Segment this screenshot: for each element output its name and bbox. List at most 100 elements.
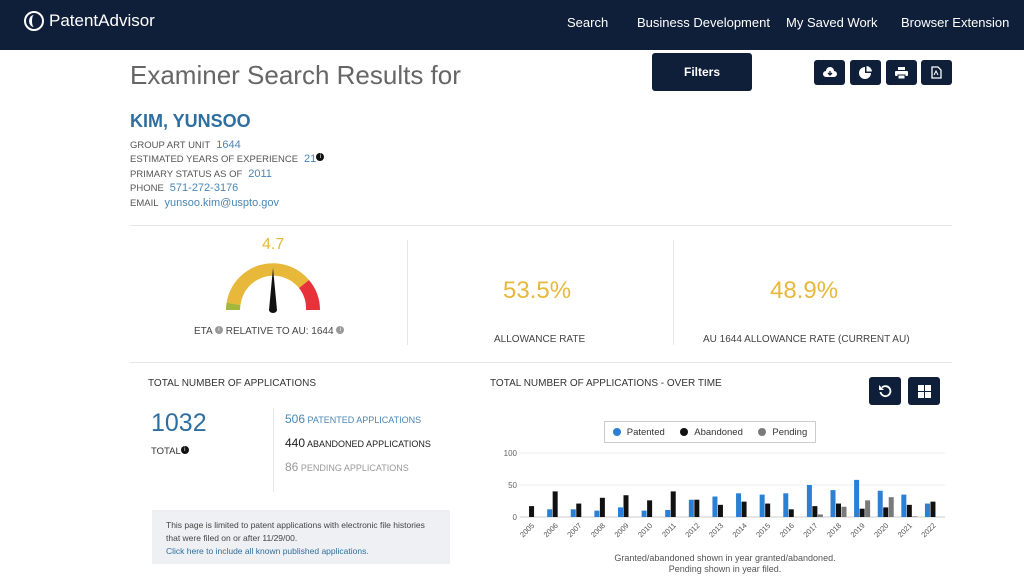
download-button[interactable] xyxy=(814,60,845,85)
bar-patented xyxy=(594,510,600,517)
applications-heading: TOTAL NUMBER OF APPLICATIONS xyxy=(148,378,316,389)
total-label: TOTAL i xyxy=(151,446,189,457)
bar-abandoned xyxy=(670,491,676,517)
info-icon[interactable]: i xyxy=(214,326,223,334)
bar-abandoned xyxy=(717,504,723,517)
bar-abandoned xyxy=(812,506,818,517)
x-tick-label: 2008 xyxy=(589,521,607,539)
grid-view-button[interactable] xyxy=(908,377,940,405)
bar-abandoned xyxy=(694,499,700,517)
x-tick-label: 2006 xyxy=(542,521,560,539)
years-experience: ESTIMATED YEARS OF EXPERIENCE 21 i xyxy=(130,153,325,165)
brand-logo[interactable]: PatentAdvisor xyxy=(24,11,155,31)
bar-abandoned xyxy=(788,509,794,517)
legend-pending[interactable]: Pending xyxy=(758,427,807,438)
bar-abandoned xyxy=(930,501,936,517)
bar-abandoned xyxy=(529,506,535,517)
include-all-link[interactable]: Click here to include all known publishe… xyxy=(166,546,369,556)
bar-abandoned xyxy=(836,503,841,517)
x-tick-label: 2009 xyxy=(613,521,631,539)
bar-patented xyxy=(924,503,930,517)
pending-applications[interactable]: 86 PENDING APPLICATIONS xyxy=(285,460,409,474)
print-icon xyxy=(895,66,908,79)
x-tick-label: 2015 xyxy=(754,521,772,539)
bar-patented xyxy=(783,493,789,517)
bar-pending xyxy=(841,506,847,517)
bar-patented xyxy=(901,494,907,517)
brand-name: PatentAdvisor xyxy=(49,11,155,30)
bar-patented xyxy=(641,510,647,517)
bar-patented xyxy=(736,493,742,517)
x-tick-label: 2020 xyxy=(872,521,890,539)
eta-label: ETA i RELATIVE TO AU: 1644 i xyxy=(194,326,345,337)
bar-abandoned xyxy=(883,507,889,517)
x-tick-label: 2012 xyxy=(683,521,701,539)
page-title: Examiner Search Results for xyxy=(130,60,461,90)
x-tick-label: 2017 xyxy=(801,521,819,539)
x-tick-label: 2010 xyxy=(636,521,654,539)
bar-pending xyxy=(865,500,871,517)
bar-abandoned xyxy=(576,503,582,517)
bar-patented xyxy=(806,485,812,517)
x-tick-label: 2005 xyxy=(518,521,536,539)
x-tick-label: 2014 xyxy=(731,521,749,539)
bar-pending xyxy=(912,516,918,517)
grid-icon xyxy=(917,384,931,398)
info-icon[interactable]: i xyxy=(336,326,345,334)
refresh-icon xyxy=(879,385,892,398)
nav-browser-extension[interactable]: Browser Extension xyxy=(901,15,1010,30)
phone: PHONE 571-272-3176 xyxy=(130,182,239,194)
x-tick-label: 2007 xyxy=(565,521,583,539)
legend-patented[interactable]: Patented xyxy=(612,427,665,438)
divider xyxy=(673,240,674,345)
email: EMAIL yunsoo.kim@uspto.gov xyxy=(130,197,280,209)
filters-button[interactable]: Filters xyxy=(652,53,752,91)
bar-patented xyxy=(618,507,623,517)
applications-over-time-chart: 0 50 100 2005 2006 2007 2008 2009 2010 2011 2012 20… xyxy=(504,449,945,539)
pie-chart-icon xyxy=(859,66,872,79)
bar-abandoned xyxy=(623,495,629,517)
x-tick-label: 2013 xyxy=(707,521,725,539)
bar-abandoned xyxy=(906,504,912,517)
au-allowance-rate-label: AU 1644 ALLOWANCE RATE (CURRENT AU) xyxy=(703,334,910,345)
x-tick-label: 2011 xyxy=(660,521,678,539)
pdf-icon xyxy=(931,66,942,79)
x-tick-label: 2019 xyxy=(849,521,867,539)
info-icon[interactable]: i xyxy=(316,153,325,161)
nav-search[interactable]: Search xyxy=(567,15,609,30)
x-tick-label: 2016 xyxy=(778,521,796,539)
x-tick-label: 2021 xyxy=(896,521,914,539)
x-tick-label: 2022 xyxy=(919,521,937,539)
legend-abandoned[interactable]: Abandoned xyxy=(680,427,743,438)
examiner-name: KIM, YUNSOO xyxy=(130,111,251,131)
group-art-unit: GROUP ART UNIT 1644 xyxy=(130,139,241,151)
bar-patented xyxy=(665,509,671,517)
patented-applications[interactable]: 506 PATENTED APPLICATIONS xyxy=(285,412,422,426)
logo-icon xyxy=(24,11,44,31)
y-tick-label: 50 xyxy=(508,481,517,490)
bar-patented xyxy=(854,479,860,517)
bar-abandoned xyxy=(859,508,865,517)
chart-title: TOTAL NUMBER OF APPLICATIONS - OVER TIME xyxy=(490,378,722,389)
divider xyxy=(273,408,274,492)
nav-business-development[interactable]: Business Development xyxy=(637,15,770,30)
abandoned-applications[interactable]: 440 ABANDONED APPLICATIONS xyxy=(285,436,431,450)
divider xyxy=(407,240,408,345)
print-button[interactable] xyxy=(886,60,917,85)
bar-abandoned xyxy=(552,491,558,517)
bar-patented xyxy=(547,509,553,517)
info-icon[interactable]: i xyxy=(180,446,189,454)
pdf-button[interactable] xyxy=(921,60,952,85)
bar-patented xyxy=(877,490,883,517)
top-navbar: PatentAdvisor Search Business Developmen… xyxy=(0,0,1024,50)
chart-legend: Patented Abandoned Pending xyxy=(604,421,816,443)
reset-button[interactable] xyxy=(869,377,901,405)
primary-status: PRIMARY STATUS AS OF 2011 xyxy=(130,168,272,180)
bar-patented xyxy=(830,490,836,517)
nav-my-saved-work[interactable]: My Saved Work xyxy=(786,15,878,30)
bar-pending xyxy=(817,514,823,517)
cloud-download-icon xyxy=(822,67,837,77)
bar-pending xyxy=(888,497,894,517)
allowance-rate-value: 53.5% xyxy=(503,277,572,304)
chart-button[interactable] xyxy=(850,60,881,85)
